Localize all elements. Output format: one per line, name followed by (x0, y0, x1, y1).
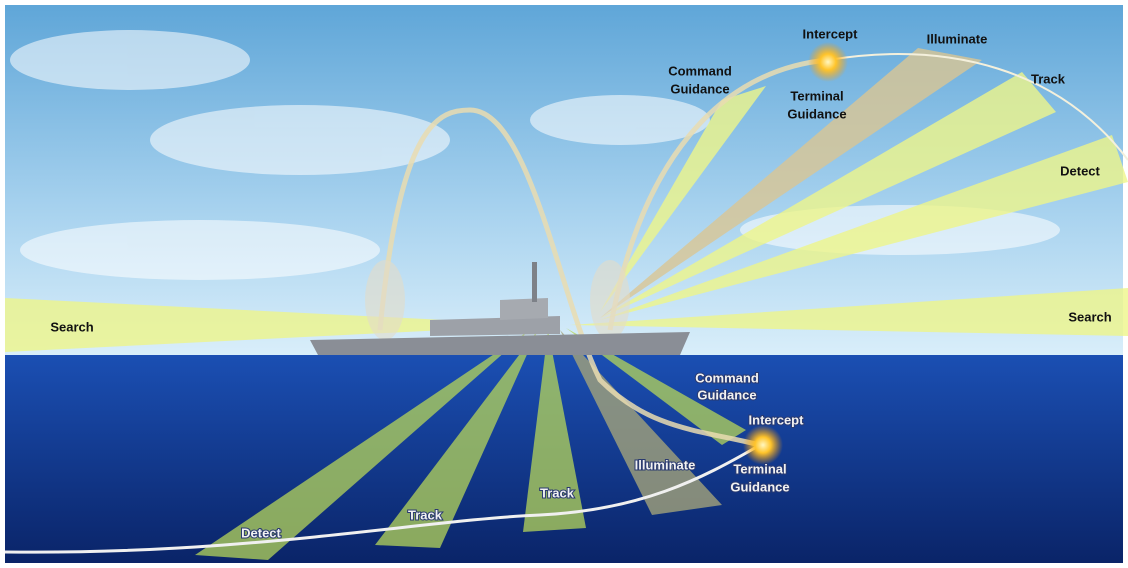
sky-beams (5, 48, 1128, 352)
sky-missile-trail (607, 57, 829, 331)
label: Track (408, 507, 443, 522)
ship (310, 262, 690, 355)
missile-trails (4, 53, 1128, 554)
search-beam-right (570, 288, 1128, 336)
label: Detect (241, 525, 281, 540)
sky-intercept-burst (808, 42, 848, 82)
command-beam (566, 328, 746, 445)
sea-intercept-burst (743, 425, 783, 465)
sea-threat-path (4, 443, 761, 554)
label: Terminal (733, 461, 786, 476)
label: Intercept (749, 412, 805, 427)
label: Detect (1060, 163, 1100, 178)
illuminate-beam (600, 48, 982, 318)
search-beam-left (5, 298, 545, 352)
label: Search (50, 319, 93, 334)
command-beam (600, 86, 766, 312)
label: Command (695, 370, 759, 385)
label: Illuminate (927, 31, 988, 46)
launch-smoke (365, 260, 630, 340)
label: Search (1068, 309, 1111, 324)
label: Intercept (803, 26, 859, 41)
label: Guidance (697, 387, 756, 402)
label: Track (1031, 71, 1066, 86)
label: Guidance (670, 81, 729, 96)
track-beam (600, 72, 1056, 318)
track-beam (523, 330, 586, 532)
label: Track (540, 485, 575, 500)
label: Terminal (790, 88, 843, 103)
detect-beam (600, 135, 1128, 320)
label: Guidance (787, 106, 846, 121)
detect-beam (195, 330, 530, 560)
label: Illuminate (635, 457, 696, 472)
sea-missile-trail (377, 107, 761, 448)
label: Command (668, 63, 732, 78)
threat-path (827, 53, 1128, 161)
track-beam (375, 330, 538, 548)
label: Guidance (730, 479, 789, 494)
